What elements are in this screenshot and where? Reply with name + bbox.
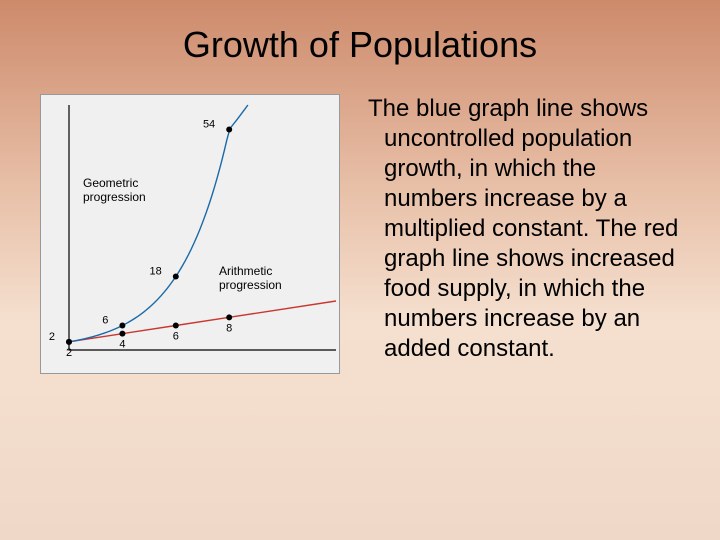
slide-title: Growth of Populations (40, 24, 680, 66)
svg-text:4: 4 (119, 339, 125, 351)
description-text: The blue graph line shows uncontrolled p… (368, 94, 680, 364)
slide-container: Growth of Populations 2468Arithmeticprog… (0, 0, 720, 540)
description-column: The blue graph line shows uncontrolled p… (360, 94, 680, 364)
svg-text:8: 8 (226, 322, 232, 334)
svg-text:54: 54 (203, 119, 215, 131)
content-row: 2468Arithmeticprogression261854Geometric… (40, 94, 680, 374)
svg-text:6: 6 (173, 331, 179, 343)
svg-text:Geometric: Geometric (83, 176, 138, 190)
svg-text:2: 2 (66, 347, 72, 359)
svg-text:6: 6 (102, 315, 108, 327)
svg-text:progression: progression (83, 190, 146, 204)
svg-text:18: 18 (150, 266, 162, 278)
svg-text:Arithmetic: Arithmetic (219, 264, 272, 278)
chart-svg: 2468Arithmeticprogression261854Geometric… (41, 95, 341, 375)
svg-text:progression: progression (219, 278, 282, 292)
chart-column: 2468Arithmeticprogression261854Geometric… (40, 94, 340, 374)
population-chart: 2468Arithmeticprogression261854Geometric… (40, 94, 340, 374)
svg-text:2: 2 (49, 331, 55, 343)
